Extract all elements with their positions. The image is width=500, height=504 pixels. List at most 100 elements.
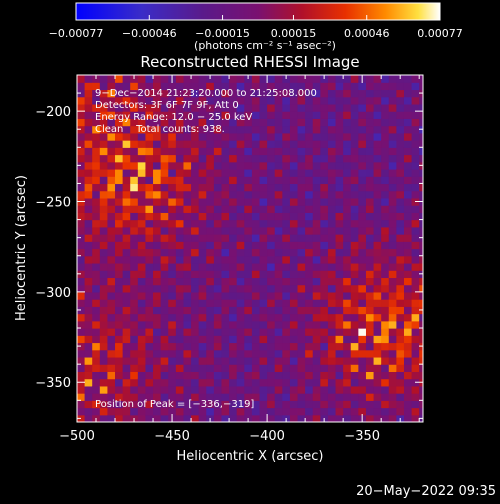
heatmap-cell — [92, 168, 101, 177]
heatmap-cell — [381, 364, 390, 372]
heatmap-cell — [403, 197, 413, 206]
heatmap-cell — [130, 111, 139, 119]
heatmap-cell — [267, 103, 276, 112]
heatmap-cell — [115, 205, 124, 213]
heatmap-cell — [153, 161, 162, 170]
heatmap-cell — [153, 320, 162, 329]
heatmap-cell — [92, 103, 101, 112]
heatmap-cell — [99, 393, 109, 401]
x-tick-label: −500 — [59, 429, 95, 444]
heatmap-cell — [84, 89, 93, 98]
heatmap-cell — [373, 234, 382, 242]
heatmap-cell — [99, 168, 109, 177]
heatmap-cell — [388, 197, 397, 206]
heatmap-cell — [388, 190, 397, 199]
heatmap-cell — [183, 270, 192, 279]
heatmap-cell — [236, 96, 245, 105]
heatmap-cell — [175, 299, 185, 307]
heatmap-cell — [403, 111, 413, 119]
heatmap-cell — [130, 132, 139, 141]
heatmap-cell — [160, 320, 169, 329]
heatmap-cell — [419, 313, 423, 322]
heatmap-cell — [191, 118, 200, 127]
heatmap-cell — [206, 197, 215, 206]
heatmap-cell — [115, 219, 124, 228]
heatmap-cell — [259, 219, 268, 228]
heatmap-cell — [373, 161, 382, 170]
heatmap-cell — [297, 82, 306, 91]
heatmap-cell — [396, 306, 405, 315]
heatmap-cell — [122, 378, 131, 387]
heatmap-cell — [168, 400, 177, 409]
heatmap-cell — [244, 407, 253, 416]
heatmap-cell — [358, 161, 367, 170]
heatmap-cell — [312, 111, 321, 119]
heatmap-cell — [99, 234, 109, 242]
heatmap-cell — [419, 291, 423, 300]
heatmap-cell — [396, 385, 405, 394]
heatmap-cell — [388, 96, 397, 105]
heatmap-cell — [327, 82, 337, 91]
heatmap-cell — [267, 270, 276, 279]
heatmap-cell — [289, 400, 299, 409]
heatmap-cell — [320, 342, 329, 351]
heatmap-cell — [373, 125, 382, 134]
heatmap-cell — [358, 168, 367, 177]
colorbar: −0.00077 −0.00046 −0.00015 0.00015 0.00046 0.… — [49, 2, 463, 52]
heatmap-cell — [282, 219, 291, 228]
heatmap-cell — [122, 385, 131, 394]
heatmap-cell — [259, 132, 268, 141]
heatmap-cell — [274, 284, 283, 293]
heatmap-cell — [77, 96, 86, 105]
heatmap-cell — [411, 400, 420, 409]
heatmap-cell — [282, 118, 291, 127]
heatmap-cell — [373, 226, 382, 235]
heatmap-cell — [365, 284, 375, 293]
heatmap-cell — [267, 291, 276, 300]
heatmap-cell — [160, 161, 169, 170]
heatmap-cell — [236, 241, 245, 250]
heatmap-cell — [107, 400, 116, 409]
heatmap-cell — [251, 140, 261, 148]
heatmap-cell — [198, 205, 207, 213]
heatmap-cell — [274, 342, 283, 351]
heatmap-cell — [312, 118, 321, 127]
heatmap-cell — [305, 306, 314, 315]
heatmap-cell — [92, 328, 101, 336]
heatmap-cell — [289, 385, 299, 394]
heatmap-cell — [259, 291, 268, 300]
heatmap-cell — [153, 140, 162, 148]
heatmap-cell — [168, 299, 177, 307]
heatmap-cell — [343, 255, 352, 264]
heatmap-cell — [282, 234, 291, 242]
heatmap-cell — [396, 197, 405, 206]
colorbar-unit-label: (photons cm⁻² s⁻¹ asec⁻²) — [194, 39, 336, 52]
heatmap-cell — [213, 161, 223, 170]
heatmap-cell — [107, 284, 116, 293]
heatmap-cell — [107, 111, 116, 119]
heatmap-cell — [84, 161, 93, 170]
heatmap-cell — [381, 125, 390, 134]
heatmap-cell — [396, 89, 405, 98]
heatmap-cell — [221, 176, 230, 185]
heatmap-cell — [99, 371, 109, 380]
heatmap-cell — [259, 125, 268, 134]
colorbar-tick-label: −0.00046 — [122, 27, 177, 40]
heatmap-cell — [312, 342, 321, 351]
heatmap-cell — [236, 82, 245, 91]
heatmap-cell — [213, 248, 223, 257]
heatmap-cell — [206, 378, 215, 387]
heatmap-cell — [327, 356, 337, 365]
heatmap-cell — [107, 89, 116, 98]
heatmap-cell — [191, 212, 200, 221]
heatmap-cell — [350, 132, 359, 141]
heatmap-cell — [130, 262, 139, 271]
heatmap-cell — [168, 147, 177, 156]
heatmap-cell — [191, 82, 200, 91]
heatmap-cell — [137, 356, 147, 365]
heatmap-cell — [198, 118, 207, 127]
heatmap-cell — [411, 241, 420, 250]
heatmap-cell — [267, 385, 276, 394]
heatmap-cell — [77, 291, 86, 300]
heatmap-cell — [213, 313, 223, 322]
